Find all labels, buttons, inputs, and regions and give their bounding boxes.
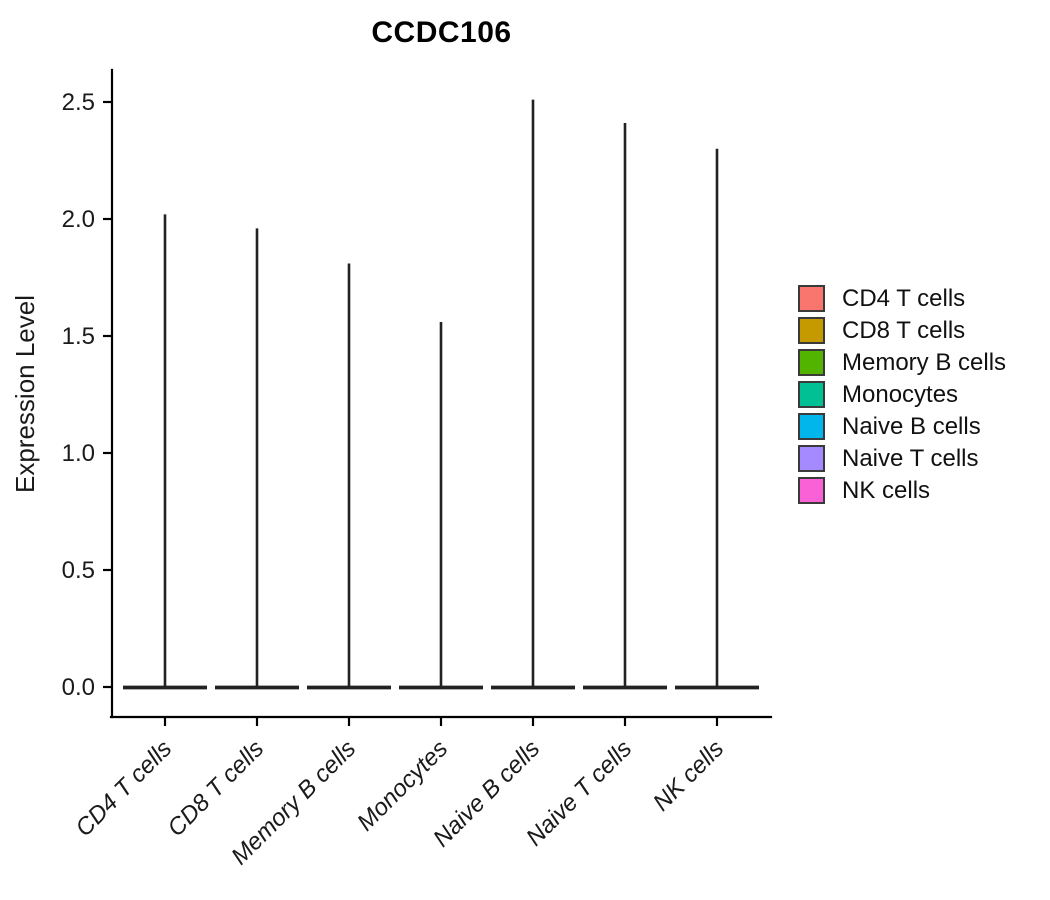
legend-swatch [798,381,825,408]
violin-memory-b-cells [307,263,391,690]
legend-item: CD8 T cells [798,317,1006,344]
legend-item: Naive T cells [798,445,1006,472]
legend-label: NK cells [842,476,931,504]
violin-nk-cells [675,148,759,690]
legend-swatch [798,445,825,472]
legend-item: CD4 T cells [798,285,1006,312]
x-tick-label: CD4 T cells [70,735,177,842]
y-tick-label: 2.5 [62,89,95,116]
legend: CD4 T cells CD8 T cells Memory B cells M… [798,285,1006,509]
legend-item: Monocytes [798,381,1006,408]
x-tick-label: NK cells [648,735,729,816]
legend-item: Naive B cells [798,413,1006,440]
legend-swatch [798,477,825,504]
legend-swatch [798,349,825,376]
legend-label: Monocytes [842,380,959,408]
x-tick-label: Monocytes [352,735,453,836]
y-tick-label: 0.5 [62,557,95,584]
legend-swatch [798,413,825,440]
y-tick-label: 0.0 [62,674,95,701]
y-tick-label: 1.5 [62,323,95,350]
y-tick-label: 2.0 [62,206,95,233]
legend-label: CD8 T cells [842,316,966,344]
legend-item: NK cells [798,477,1006,504]
legend-label: Naive B cells [842,412,981,440]
legend-item: Memory B cells [798,349,1006,376]
violins-group [123,99,759,690]
plot-title: CCDC106 [371,16,512,49]
violin-monocytes [399,321,483,690]
violin-naive-t-cells [583,123,667,690]
y-axis-ticks: 0.0 0.5 1.0 1.5 2.0 2.5 [62,89,112,701]
y-tick-label: 1.0 [62,440,95,467]
violin-cd8-t-cells [215,228,299,690]
violin-cd4-t-cells [123,214,207,690]
legend-swatch [798,285,825,312]
violin-naive-b-cells [491,99,575,690]
legend-label: CD4 T cells [842,284,966,312]
y-axis-label: Expression Level [10,295,40,493]
legend-label: Memory B cells [842,348,1007,376]
legend-swatch [798,317,825,344]
legend-label: Naive T cells [842,444,979,472]
